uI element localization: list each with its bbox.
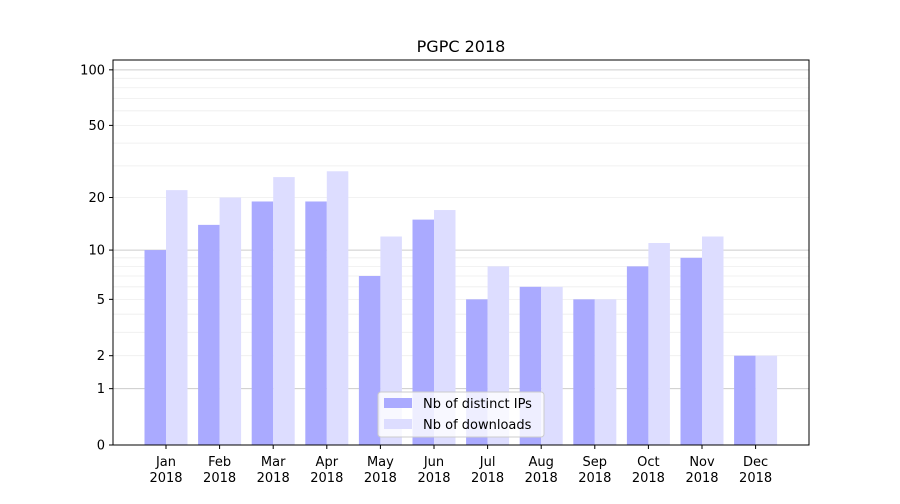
y-tick-label: 20	[88, 191, 105, 206]
y-tick-label: 50	[88, 119, 105, 134]
x-tick-label: 2018	[525, 471, 558, 486]
x-tick-label: Feb	[208, 455, 231, 470]
x-tick-label: Dec	[743, 455, 768, 470]
bar-downloads	[166, 190, 188, 445]
bar-downloads	[702, 236, 724, 445]
plot-frame	[112, 59, 810, 446]
y-tick-label: 5	[97, 293, 105, 308]
legend: Nb of distinct IPs Nb of downloads	[377, 391, 545, 438]
legend-swatch	[384, 419, 412, 429]
x-tick-label: Jan	[155, 455, 176, 470]
x-tick-label: 2018	[149, 471, 182, 486]
bar-distinct-ips	[680, 257, 702, 445]
x-tick-label: 2018	[417, 471, 450, 486]
x-tick-label: Mar	[261, 455, 286, 470]
y-tick-label: 100	[80, 63, 105, 78]
bar-distinct-ips	[305, 201, 327, 445]
bars	[144, 171, 778, 445]
chart-title: PGPC 2018	[417, 37, 506, 56]
bar-downloads	[594, 299, 617, 445]
x-tick-label: 2018	[364, 471, 397, 486]
x-tick-label: 2018	[632, 471, 665, 486]
bar-downloads	[326, 171, 349, 445]
bar-distinct-ips	[626, 266, 649, 445]
bar-distinct-ips	[144, 250, 166, 445]
x-tick-label: Nov	[689, 455, 715, 470]
bar-distinct-ips	[358, 275, 381, 445]
x-tick-label: 2018	[203, 471, 236, 486]
y-tick-label: 1	[97, 382, 105, 397]
bar-distinct-ips	[198, 224, 220, 445]
x-tick-label: 2018	[310, 471, 343, 486]
bar-downloads	[541, 286, 563, 445]
legend-box	[377, 391, 545, 438]
x-tick-label: 2018	[257, 471, 290, 486]
y-axis: 0 1 2 5 10 20 50 100	[80, 63, 113, 454]
y-tick-label: 0	[97, 439, 105, 454]
x-tick-label: Sep	[583, 455, 608, 470]
x-tick-label: 2018	[685, 471, 718, 486]
x-tick-label: Apr	[316, 455, 339, 470]
legend-label: Nb of downloads	[423, 418, 532, 433]
x-tick-label: Jun	[423, 455, 444, 470]
x-axis: Jan2018Feb2018Mar2018Apr2018May2018Jun20…	[149, 445, 772, 486]
legend-swatch	[384, 398, 412, 408]
bar-downloads	[273, 177, 295, 445]
x-tick-label: Aug	[529, 455, 554, 470]
legend-label: Nb of distinct IPs	[423, 397, 532, 412]
x-tick-label: 2018	[471, 471, 504, 486]
bar-distinct-ips	[573, 299, 595, 445]
bar-distinct-ips	[734, 355, 756, 445]
bar-downloads	[219, 197, 242, 445]
bar-downloads	[648, 243, 670, 445]
y-tick-label: 10	[88, 244, 105, 259]
bar-distinct-ips	[251, 201, 274, 445]
x-tick-label: Jul	[479, 455, 496, 470]
y-tick-label: 2	[97, 349, 105, 364]
bar-distinct-ips	[412, 219, 434, 445]
x-tick-label: 2018	[739, 471, 772, 486]
bar-downloads	[434, 210, 456, 445]
x-tick-label: May	[367, 455, 394, 470]
bar-downloads	[755, 355, 778, 445]
x-tick-label: Oct	[637, 455, 659, 470]
x-tick-label: 2018	[578, 471, 611, 486]
